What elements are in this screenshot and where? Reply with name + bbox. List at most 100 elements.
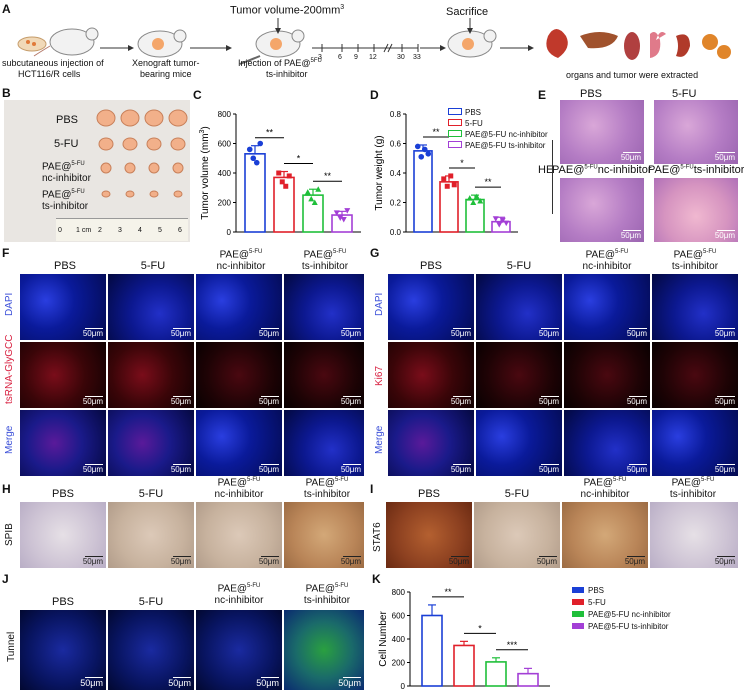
data-point — [308, 195, 315, 202]
schematic-drawing — [17, 18, 731, 65]
data-point — [496, 222, 503, 228]
if-image: 50μm — [108, 342, 194, 408]
j-col-5fu: 5-FU — [138, 596, 164, 608]
bar — [439, 181, 459, 233]
schematic-cells-text: HCT116/R cells — [18, 69, 81, 79]
day-label: 9 — [354, 54, 358, 61]
data-point — [418, 153, 425, 160]
h-col-nc: PAE@5-FU nc-inhibitor — [214, 477, 264, 501]
legend-item-pbs: PBS — [572, 586, 722, 598]
y-tick-label: 400 — [218, 169, 232, 178]
f-row-tsrna: tsRNA-GlyGCC — [4, 334, 15, 404]
he-image-nc: 50μm — [560, 178, 644, 242]
ihc-image: 50μm — [108, 502, 194, 568]
ihc-image: 50μm — [196, 502, 282, 568]
data-point — [492, 216, 499, 222]
y-axis-label: Tumor volume (mm3) — [199, 126, 211, 220]
if-image: 50μm — [476, 342, 562, 408]
g-col-pbs: PBS — [419, 260, 442, 272]
h-col-pbs: PBS — [51, 488, 74, 500]
y-tick-label: 400 — [392, 635, 406, 644]
ruler-mark: 5 — [158, 227, 162, 234]
y-tick-label: 200 — [392, 659, 406, 668]
y-tick-label: 0.8 — [390, 110, 402, 119]
if-image: 50μm — [20, 410, 106, 476]
data-point — [279, 179, 285, 185]
bar — [244, 153, 266, 233]
legend-item-ts: PAE@5-FU ts-inhibitor — [448, 141, 545, 152]
he-stain-label: HE — [538, 164, 554, 176]
ruler-mark: 0 — [58, 227, 62, 234]
data-point — [473, 193, 480, 200]
panel-label-h: H — [2, 482, 11, 496]
tumor-photo: PBS 5-FU PAE@5-FU nc-inhibitor PAE@5-FU ts… — [4, 100, 190, 242]
ruler: 0 1 cm 2 3 4 5 6 — [56, 218, 188, 241]
panel-label-f: F — [2, 246, 10, 260]
legend-d: PBS 5-FU PAE@5-FU nc-inhibitor PAE@5-FU … — [448, 108, 548, 152]
bar — [421, 614, 443, 687]
row-label-nc: PAE@5-FU nc-inhibitor — [42, 161, 91, 185]
data-point — [466, 195, 473, 201]
data-point — [503, 220, 510, 227]
schematic-xenograft-text: Xenograft tumor- — [132, 58, 200, 68]
h-col-ts: PAE@5-FU ts-inhibitor — [303, 477, 351, 501]
significance-label: * — [297, 154, 301, 164]
data-point — [253, 159, 260, 166]
y-tick-label: 200 — [218, 199, 232, 208]
data-point — [344, 208, 351, 214]
ruler-mark: 6 — [178, 227, 182, 234]
legend-k: PBS 5-FU PAE@5-FU nc-inhibitor PAE@5-FU … — [572, 586, 722, 634]
schematic-ts-inhibitor: ts-inhibitor — [266, 69, 308, 79]
schematic-organs-text: organs and tumor were extracted — [566, 70, 699, 80]
significance-label: *** — [507, 640, 518, 650]
he-image-ts: 50μm — [654, 178, 738, 242]
if-image: 50μm — [20, 274, 106, 340]
legend-item-ts: PAE@5-FU ts-inhibitor — [572, 622, 722, 634]
data-point — [477, 198, 484, 204]
schematic-panel: subcutaneous injection of HCT116/R cells… — [0, 0, 744, 86]
j-row-tunnel: Tunnel — [6, 631, 17, 662]
g-row-ki67: Ki67 — [374, 365, 385, 386]
y-axis-label: Cell Number — [378, 611, 389, 667]
row-label-ts: PAE@5-FU ts-inhibitor — [42, 189, 89, 213]
i-col-nc: PAE@5-FU nc-inhibitor — [580, 477, 630, 501]
ihc-image: 50μm — [650, 502, 738, 568]
day-label: 3 — [318, 54, 322, 61]
if-image: 50μm — [196, 410, 282, 476]
if-image: 50μm — [388, 410, 474, 476]
if-image: 50μm — [652, 410, 738, 476]
bar — [453, 644, 475, 687]
data-point — [448, 173, 454, 179]
significance-label: ** — [432, 127, 440, 137]
panel-label-a: A — [2, 2, 11, 16]
if-image: 50μm — [564, 342, 650, 408]
if-image: 50μm — [108, 410, 194, 476]
panel-label-k: K — [372, 572, 381, 586]
ruler-mark: 2 — [98, 227, 102, 234]
y-tick-label: 0.0 — [390, 228, 402, 237]
e-col-5fu: 5-FU — [672, 88, 697, 100]
f-col-pbs: PBS — [53, 260, 76, 272]
ruler-mark: 4 — [138, 227, 142, 234]
y-tick-label: 600 — [392, 612, 406, 621]
if-image: 50μm — [652, 342, 738, 408]
legend-item-pbs: PBS — [448, 108, 544, 119]
i-col-5fu: 5-FU — [504, 488, 530, 500]
day-label: 30 — [397, 54, 405, 61]
significance-label: ** — [324, 171, 332, 181]
if-image: 50μm — [284, 410, 364, 476]
tunnel-image: 50μm — [20, 610, 106, 690]
g-col-ts: PAE@5-FU ts-inhibitor — [671, 249, 719, 273]
y-tick-label: 0 — [227, 228, 232, 237]
data-point — [340, 216, 347, 223]
f-row-dapi: DAPI — [4, 292, 15, 316]
data-point — [276, 170, 282, 176]
ihc-image: 50μm — [20, 502, 106, 568]
y-tick-label: 800 — [392, 588, 406, 597]
bar — [485, 661, 507, 687]
f-col-nc: PAE@5-FU nc-inhibitor — [216, 249, 266, 273]
if-image: 50μm — [196, 342, 282, 408]
data-point — [470, 199, 477, 205]
